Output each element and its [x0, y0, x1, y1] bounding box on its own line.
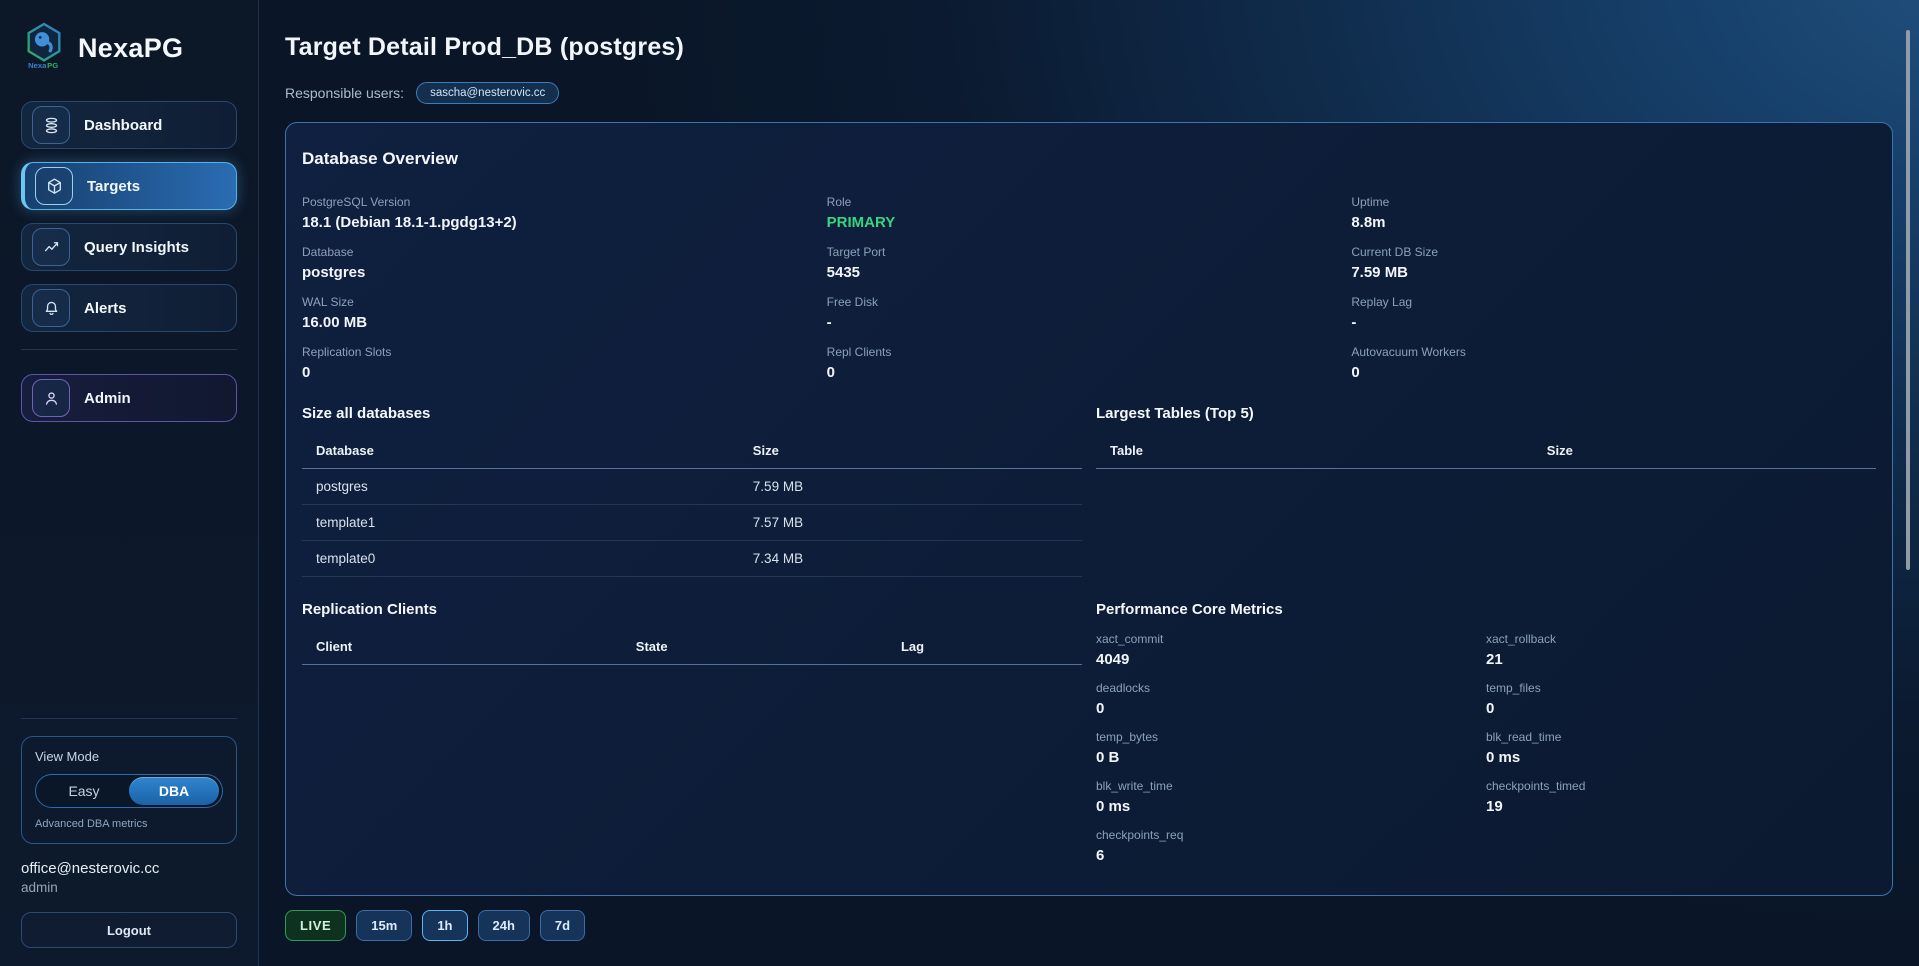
- metric-temp-files: temp_files 0: [1486, 681, 1541, 717]
- largest-tables-section: Largest Tables (Top 5) Table Size: [1096, 405, 1876, 577]
- column-header: State: [621, 630, 887, 665]
- largest-tables-title: Largest Tables (Top 5): [1096, 405, 1254, 422]
- column-header: Size: [738, 434, 1082, 469]
- sidebar-divider: [21, 718, 237, 719]
- performance-section: Performance Core Metrics xact_commit 404…: [1096, 601, 1876, 865]
- sidebar-nav: Dashboard Targets Quer: [21, 101, 237, 345]
- metric-current-db-size: Current DB Size 7.59 MB: [1351, 245, 1439, 281]
- sidebar-item-admin[interactable]: Admin: [21, 374, 237, 422]
- sidebar-item-targets[interactable]: Targets: [21, 162, 237, 210]
- user-role: admin: [21, 880, 58, 895]
- performance-metric-grid: xact_commit 4049 xact_rollback 21 deadlo…: [1096, 632, 1876, 865]
- table-row[interactable]: template1 7.57 MB: [302, 504, 1082, 541]
- metric-wal-size: WAL Size 16.00 MB: [302, 295, 368, 331]
- cube-icon: [35, 167, 73, 205]
- sidebar-item-label: Dashboard: [84, 116, 163, 134]
- time-range-7d-button[interactable]: 7d: [539, 910, 586, 941]
- bell-icon: [32, 289, 70, 327]
- user-email: office@nesterovic.cc: [21, 860, 160, 877]
- view-mode-toggle[interactable]: Easy DBA: [35, 774, 223, 808]
- sidebar: Nexa PG NexaPG Dashboard: [0, 0, 259, 966]
- nexapg-logo-icon: Nexa PG: [21, 22, 67, 75]
- metric-target-port: Target Port 5435: [826, 245, 886, 281]
- sidebar-item-alerts[interactable]: Alerts: [21, 284, 237, 332]
- database-stack-icon: [32, 106, 70, 144]
- column-header: Client: [302, 630, 622, 665]
- view-mode-panel: View Mode Easy DBA Advanced DBA metrics: [21, 736, 237, 844]
- metric-replication-slots: Replication Slots 0: [302, 345, 392, 381]
- time-range-24h-button[interactable]: 24h: [477, 910, 530, 941]
- column-header: Database: [302, 434, 739, 469]
- view-mode-description: Advanced DBA metrics: [35, 818, 148, 830]
- trend-chart-icon: [32, 228, 70, 266]
- time-range-1h-button[interactable]: 1h: [422, 910, 468, 941]
- db-sizes-table: Database Size postgres 7.59 MB template1: [302, 434, 1082, 577]
- sidebar-item-label: Targets: [87, 177, 141, 195]
- svg-text:PG: PG: [47, 61, 58, 70]
- replication-clients-table: Client State Lag: [302, 630, 1082, 665]
- time-range-live-button[interactable]: LIVE: [285, 910, 347, 941]
- overview-metric-grid: PostgreSQL Version 18.1 (Debian 18.1-1.p…: [302, 195, 1876, 383]
- user-icon: [32, 379, 70, 417]
- sidebar-item-label: Admin: [84, 389, 131, 407]
- replication-clients-title: Replication Clients: [302, 601, 438, 618]
- sidebar-item-query-insights[interactable]: Query Insights: [21, 223, 237, 271]
- metric-database: Database postgres: [302, 245, 366, 281]
- metric-autovacuum-workers: Autovacuum Workers 0: [1351, 345, 1466, 381]
- metric-blk-write-time: blk_write_time 0 ms: [1096, 779, 1173, 815]
- metric-xact-rollback: xact_rollback 21: [1486, 632, 1557, 668]
- overview-title: Database Overview: [302, 149, 458, 168]
- time-range-bar: LIVE 15m 1h 24h 7d: [285, 910, 1893, 941]
- replication-clients-section: Replication Clients Client State Lag: [302, 601, 1082, 865]
- responsible-user-badge[interactable]: sascha@nesterovic.cc: [416, 82, 560, 104]
- metric-uptime: Uptime 8.8m: [1351, 195, 1390, 231]
- view-mode-title: View Mode: [35, 749, 100, 764]
- view-mode-option-easy[interactable]: Easy: [68, 783, 100, 799]
- role-primary-value: PRIMARY: [826, 214, 896, 231]
- metric-deadlocks: deadlocks 0: [1096, 681, 1151, 717]
- metric-blk-read-time: blk_read_time 0 ms: [1486, 730, 1562, 766]
- target-detail-card: Database Overview PostgreSQL Version 18.…: [285, 122, 1893, 896]
- view-mode-option-dba[interactable]: DBA: [129, 777, 219, 805]
- table-row[interactable]: template0 7.34 MB: [302, 540, 1082, 577]
- column-header: Size: [1532, 434, 1876, 469]
- scrollbar-thumb[interactable]: [1906, 30, 1910, 570]
- db-sizes-title: Size all databases: [302, 405, 431, 422]
- metric-role: Role PRIMARY: [827, 195, 1352, 233]
- metric-repl-clients: Repl Clients 0: [826, 345, 892, 381]
- largest-tables-table: Table Size: [1096, 434, 1876, 469]
- app-title: NexaPG: [78, 33, 184, 63]
- responsible-users-row: Responsible users: sascha@nesterovic.cc: [285, 82, 1893, 104]
- metric-checkpoints-timed: checkpoints_timed 19: [1486, 779, 1586, 815]
- column-header: Lag: [886, 630, 1082, 665]
- metric-replay-lag: Replay Lag -: [1351, 295, 1413, 331]
- sidebar-item-label: Alerts: [84, 299, 127, 317]
- main-content: Target Detail Prod_DB (postgres) Respons…: [259, 0, 1919, 966]
- column-header: Table: [1096, 434, 1533, 469]
- page-title: Target Detail Prod_DB (postgres): [285, 33, 685, 61]
- metric-checkpoints-req: checkpoints_req 6: [1096, 828, 1184, 864]
- metric-xact-commit: xact_commit 4049: [1096, 632, 1164, 668]
- metric-temp-bytes: temp_bytes 0 B: [1096, 730, 1159, 766]
- svg-text:Nexa: Nexa: [28, 61, 47, 70]
- performance-title: Performance Core Metrics: [1096, 601, 1283, 618]
- sidebar-item-label: Query Insights: [84, 238, 190, 256]
- sidebar-item-dashboard[interactable]: Dashboard: [21, 101, 237, 149]
- time-range-15m-button[interactable]: 15m: [356, 910, 413, 941]
- responsible-users-label: Responsible users:: [285, 85, 405, 101]
- metric-free-disk: Free Disk -: [826, 295, 878, 331]
- table-row[interactable]: postgres 7.59 MB: [302, 468, 1082, 505]
- db-sizes-section: Size all databases Database Size postgre…: [302, 405, 1082, 577]
- metric-postgresql-version: PostgreSQL Version 18.1 (Debian 18.1-1.p…: [302, 195, 517, 231]
- sidebar-divider: [21, 349, 237, 350]
- brand: Nexa PG NexaPG: [21, 22, 237, 75]
- logout-button[interactable]: Logout: [21, 912, 237, 948]
